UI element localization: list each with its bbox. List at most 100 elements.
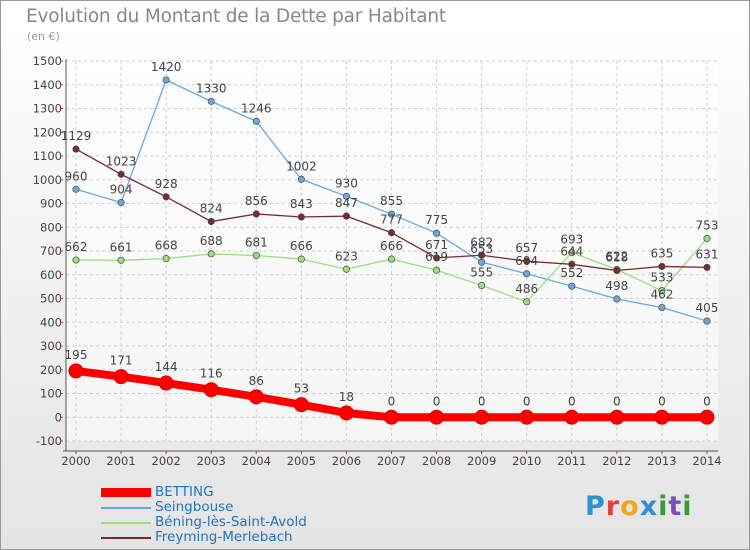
data-point-freyming-merlebach	[658, 262, 666, 270]
x-tick-label: 2010	[512, 454, 541, 468]
data-label-freyming-merlebach: 777	[380, 213, 403, 227]
data-label-seingbouse: 1246	[241, 101, 272, 115]
data-point-betting	[68, 363, 84, 379]
legend-swatch-bening	[101, 522, 151, 524]
proxiti-logo: Proxiti	[585, 491, 693, 522]
data-point-betting	[293, 397, 309, 413]
data-point-bening-les-saint-avold	[568, 249, 576, 257]
data-label-bening-les-saint-avold: 661	[110, 240, 133, 254]
y-tick-label: 200	[40, 363, 62, 377]
data-label-seingbouse: 1330	[196, 81, 227, 95]
data-label-bening-les-saint-avold: 662	[65, 240, 88, 254]
x-tick-label: 2005	[287, 454, 316, 468]
data-point-seingbouse	[658, 303, 666, 312]
data-label-seingbouse: 1420	[151, 60, 182, 74]
data-label-freyming-merlebach: 635	[650, 246, 673, 260]
data-label-freyming-merlebach: 843	[290, 197, 313, 211]
data-label-freyming-merlebach: 856	[245, 194, 268, 208]
data-point-betting	[609, 409, 625, 425]
x-tick-label: 2003	[197, 454, 226, 468]
data-point-bening-les-saint-avold	[252, 251, 260, 260]
data-label-bening-les-saint-avold: 693	[560, 233, 583, 247]
data-label-bening-les-saint-avold: 681	[245, 236, 268, 250]
data-point-betting	[429, 409, 445, 425]
data-point-bening-les-saint-avold	[703, 234, 711, 242]
data-point-freyming-merlebach	[72, 145, 80, 153]
x-tick-label: 2013	[647, 454, 676, 468]
data-point-seingbouse	[207, 97, 215, 105]
data-label-betting: 53	[294, 382, 309, 396]
data-point-seingbouse	[433, 229, 441, 237]
data-label-seingbouse: 775	[425, 213, 448, 227]
data-point-freyming-merlebach	[297, 213, 305, 221]
data-label-freyming-merlebach: 824	[200, 202, 223, 216]
data-label-bening-les-saint-avold: 555	[470, 265, 493, 279]
data-label-seingbouse: 462	[650, 288, 673, 302]
y-tick-label: 1200	[33, 125, 62, 139]
data-label-bening-les-saint-avold: 688	[200, 234, 223, 248]
x-tick-label: 2012	[602, 454, 631, 468]
legend-swatch-betting	[101, 488, 151, 497]
data-label-betting: 86	[249, 374, 264, 388]
data-point-seingbouse	[613, 295, 621, 303]
y-tick-label: 1400	[33, 78, 62, 92]
data-point-seingbouse	[252, 117, 260, 125]
data-label-betting: 171	[110, 354, 133, 368]
data-point-freyming-merlebach	[433, 254, 441, 262]
data-point-seingbouse	[342, 192, 350, 200]
legend-swatch-seingbouse	[101, 507, 151, 509]
data-label-freyming-merlebach: 847	[335, 196, 358, 210]
data-label-bening-les-saint-avold: 619	[425, 250, 448, 264]
data-label-seingbouse: 405	[696, 301, 719, 315]
data-point-seingbouse	[703, 317, 711, 325]
data-label-betting: 116	[200, 367, 223, 381]
x-tick-label: 2007	[377, 454, 406, 468]
data-point-freyming-merlebach	[162, 193, 170, 201]
data-point-bening-les-saint-avold	[523, 298, 531, 306]
data-point-betting	[564, 409, 580, 425]
data-label-freyming-merlebach: 1023	[106, 154, 137, 168]
data-label-freyming-merlebach: 631	[696, 247, 719, 261]
data-label-bening-les-saint-avold: 486	[515, 282, 538, 296]
x-tick-label: 2008	[422, 454, 451, 468]
data-label-freyming-merlebach: 618	[605, 250, 628, 264]
data-label-seingbouse: 855	[380, 194, 403, 208]
data-point-freyming-merlebach	[252, 210, 260, 218]
data-point-freyming-merlebach	[387, 229, 396, 237]
y-tick-label: 1500	[33, 54, 62, 68]
data-point-betting	[384, 409, 399, 425]
data-point-betting	[113, 369, 129, 385]
y-tick-label: 800	[40, 220, 62, 234]
data-label-bening-les-saint-avold: 623	[335, 249, 358, 263]
data-point-bening-les-saint-avold	[658, 287, 666, 295]
data-label-seingbouse: 930	[335, 176, 358, 190]
data-point-bening-les-saint-avold	[433, 266, 441, 274]
chart-unit: (en €)	[27, 30, 60, 43]
data-label-bening-les-saint-avold: 666	[290, 239, 313, 253]
data-point-freyming-merlebach	[613, 266, 621, 275]
data-point-betting	[654, 409, 670, 425]
data-label-betting: 0	[703, 394, 711, 408]
legend-label-betting: BETTING	[155, 484, 214, 500]
data-label-freyming-merlebach: 644	[560, 244, 583, 258]
y-tick-label: 700	[40, 244, 62, 258]
data-point-betting	[158, 375, 174, 391]
data-label-bening-les-saint-avold: 753	[696, 218, 719, 232]
y-tick-label: 1000	[33, 173, 62, 187]
data-label-betting: 195	[65, 348, 88, 362]
x-tick-label: 2001	[106, 454, 135, 468]
data-point-seingbouse	[162, 76, 170, 84]
x-tick-label: 2009	[467, 454, 496, 468]
y-tick-label: 600	[40, 268, 62, 282]
data-point-seingbouse	[478, 258, 486, 266]
data-label-betting: 0	[568, 394, 576, 408]
y-tick-label: 0	[55, 410, 62, 424]
y-tick-label: -100	[36, 434, 62, 448]
data-label-freyming-merlebach: 671	[425, 238, 448, 252]
data-point-betting	[699, 409, 715, 425]
data-label-seingbouse: 1002	[286, 159, 317, 173]
data-point-bening-les-saint-avold	[117, 256, 125, 264]
x-tick-label: 2011	[557, 454, 586, 468]
